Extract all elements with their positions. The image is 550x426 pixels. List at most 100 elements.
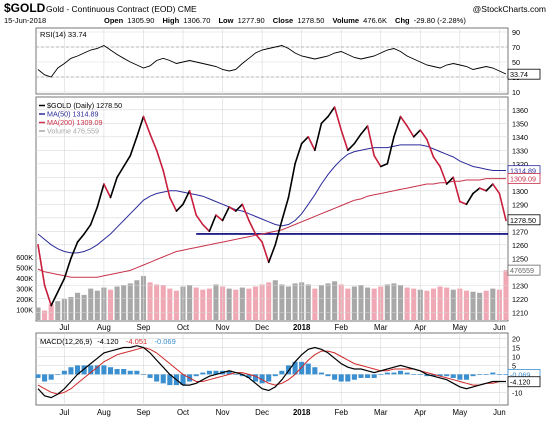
histogram-bar xyxy=(101,365,107,375)
histogram-bar xyxy=(160,374,166,384)
macd-legend-entry: -0.069 xyxy=(155,337,176,346)
price-segment xyxy=(281,196,290,222)
price-segment xyxy=(373,154,382,168)
price-segment xyxy=(492,183,501,195)
volume-bar xyxy=(94,290,100,320)
histogram-bar xyxy=(299,361,305,375)
volume-bar xyxy=(160,285,166,320)
volume-bar xyxy=(154,284,160,320)
histogram-bar xyxy=(325,374,331,377)
macd-x-tick-label: Jul xyxy=(59,408,69,417)
price-x-tick-label: Dec xyxy=(255,323,269,332)
volume-bar xyxy=(325,283,331,320)
price-x-tick-label: Jun xyxy=(493,323,506,332)
histogram-bar xyxy=(371,374,377,378)
volume-tick-label: 400K xyxy=(16,274,33,283)
chg-value: -29.80 (-2.28%) xyxy=(414,16,467,25)
volume-bar xyxy=(200,289,206,320)
price-segment xyxy=(274,219,283,246)
axis-layer: Jul Aug Sep Oct Nov Dec 2018 Feb Mar Apr May Jun Jul… xyxy=(59,323,505,417)
histogram-bar xyxy=(81,365,87,375)
volume-value-tag: 476559 xyxy=(510,266,534,275)
price-value-tag: 1278.50 xyxy=(510,216,536,225)
volume-bar xyxy=(167,288,173,320)
histogram-bar xyxy=(404,372,410,375)
volume-bar xyxy=(75,292,81,320)
macd-value-tag: -4.120 xyxy=(510,378,530,387)
histogram-bar xyxy=(417,374,423,375)
volume-bar xyxy=(391,283,397,320)
price-segment xyxy=(169,196,178,212)
volume-bar xyxy=(213,284,219,320)
price-segment xyxy=(241,203,250,222)
signal-line xyxy=(37,346,506,395)
price-segment xyxy=(261,241,270,264)
histogram-bar xyxy=(68,367,74,375)
histogram-bar xyxy=(114,369,120,375)
price-segment xyxy=(89,206,99,226)
price-segment xyxy=(294,142,303,165)
price-segment xyxy=(300,135,310,145)
chg-label: Chg xyxy=(395,16,410,25)
volume-bar xyxy=(173,290,179,320)
macd-x-tick-label: Nov xyxy=(216,408,230,417)
price-segment xyxy=(56,277,66,293)
price-segment xyxy=(109,176,118,199)
price-segment xyxy=(465,192,474,206)
macd-legend-entry: -4.120 xyxy=(97,337,118,346)
quote-line: Open 1305.90 High 1306.70 Low 1277.90 Cl… xyxy=(104,16,466,25)
close-label: Close xyxy=(273,16,293,25)
macd-value-tag-box xyxy=(507,376,541,388)
macd-x-tick-label: Aug xyxy=(97,408,111,417)
price-value-tag: 1309.09 xyxy=(510,175,536,184)
open-value: 1305.90 xyxy=(127,16,154,25)
price-segment xyxy=(215,214,224,222)
histogram-bar xyxy=(483,374,489,375)
volume-bar xyxy=(430,288,437,320)
price-segment xyxy=(314,122,323,152)
macd-x-tick-label: Oct xyxy=(177,408,190,417)
ma200-line xyxy=(37,178,506,278)
price-segment xyxy=(439,165,448,185)
histogram-bar xyxy=(496,374,502,375)
histogram-bar xyxy=(457,374,463,380)
price-value-tag: 1314.89 xyxy=(510,167,536,176)
price-segment xyxy=(142,115,151,135)
histogram-bar xyxy=(279,370,285,375)
volume-tick-label: 200K xyxy=(16,295,33,304)
histogram-bar xyxy=(259,374,265,384)
volume-bar xyxy=(305,284,311,320)
histogram-bar xyxy=(272,374,278,377)
volume-bar xyxy=(81,294,87,320)
macd-line xyxy=(37,345,506,399)
histogram-bar xyxy=(490,372,496,375)
price-segment xyxy=(267,243,277,264)
histogram-bar xyxy=(193,374,199,377)
histogram-bar xyxy=(61,370,67,375)
volume-bar xyxy=(292,283,298,320)
price-segment xyxy=(228,206,237,212)
histogram-bar xyxy=(75,365,81,375)
macd-x-tick-label: May xyxy=(452,408,467,417)
low-value: 1277.90 xyxy=(238,16,265,25)
histogram-bar xyxy=(233,374,239,375)
histogram-bar xyxy=(246,374,252,378)
macd-tick-label: -10 xyxy=(512,388,522,397)
price-tick-label: 1270 xyxy=(512,227,528,236)
volume-bar xyxy=(411,288,417,320)
volume-bar xyxy=(121,285,127,320)
histogram-bar xyxy=(378,374,384,375)
price-segment xyxy=(432,156,441,168)
price-segment xyxy=(103,183,112,199)
price-segment xyxy=(201,223,211,233)
macd-x-tick-label: Jun xyxy=(493,408,506,417)
price-x-tick-label: Mar xyxy=(374,323,388,332)
volume-bar xyxy=(384,284,390,320)
macd-x-tick-label: Sep xyxy=(137,408,152,417)
histogram-bar xyxy=(312,367,318,375)
rsi-tick-label: 10 xyxy=(512,88,520,97)
price-segment xyxy=(70,241,79,260)
volume-bar xyxy=(42,310,48,320)
rsi-tick-label: 50 xyxy=(512,58,520,67)
